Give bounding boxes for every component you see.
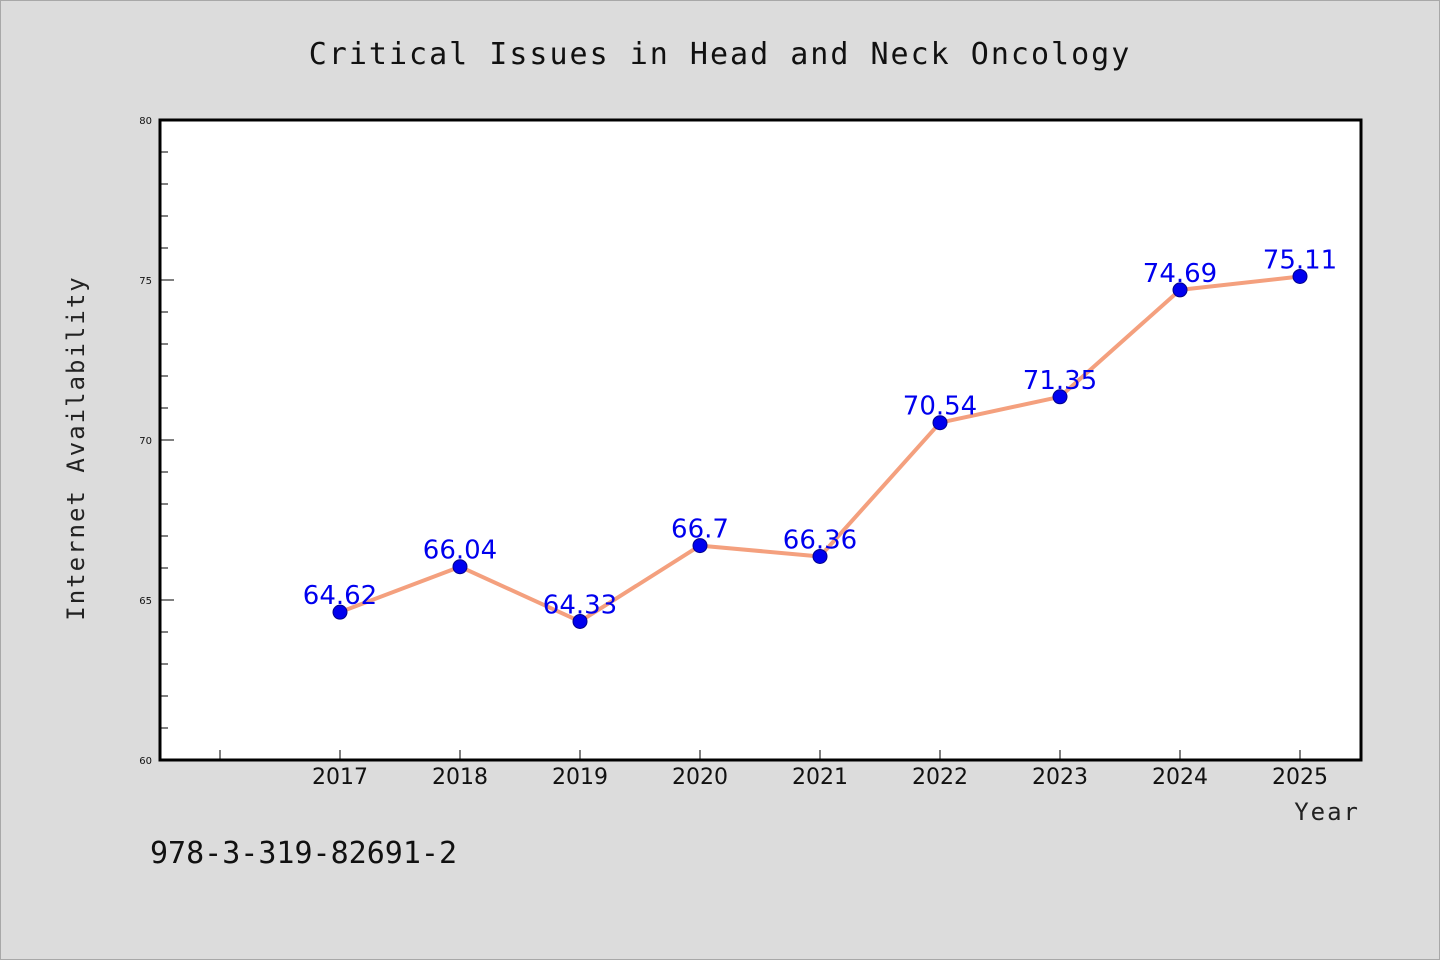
- data-label: 75.11: [1263, 245, 1337, 275]
- data-label: 66.36: [783, 525, 857, 555]
- y-tick-label: 60: [139, 756, 152, 767]
- x-tick-label: 2018: [432, 765, 488, 790]
- x-tick-label: 2020: [672, 765, 728, 790]
- x-axis-label: Year: [1294, 798, 1360, 826]
- y-tick-label: 75: [139, 276, 152, 287]
- data-point: [932, 415, 948, 431]
- x-tick-label: 2024: [1152, 765, 1208, 790]
- x-tick-label: 2019: [552, 765, 608, 790]
- y-tick-label: 80: [139, 116, 152, 127]
- chart-title: Critical Issues in Head and Neck Oncolog…: [309, 37, 1132, 72]
- x-tick-label: 2022: [912, 765, 968, 790]
- plot-area: [160, 120, 1361, 760]
- y-tick-label: 70: [139, 436, 152, 447]
- data-label: 71.35: [1023, 366, 1097, 396]
- data-point: [1172, 282, 1188, 298]
- x-tick-label: 2025: [1272, 765, 1328, 790]
- data-label: 64.62: [303, 581, 377, 611]
- x-tick-label: 2017: [312, 765, 368, 790]
- data-point: [452, 559, 468, 575]
- y-tick-label: 65: [139, 596, 152, 607]
- data-point: [572, 613, 588, 629]
- x-tick-label: 2021: [792, 765, 848, 790]
- data-label: 70.54: [903, 392, 977, 422]
- data-label: 66.04: [423, 536, 497, 566]
- data-markers: [332, 268, 1308, 629]
- data-point: [1292, 268, 1308, 284]
- data-label: 74.69: [1143, 259, 1217, 289]
- data-point: [692, 538, 708, 554]
- data-label: 66.7: [671, 515, 729, 545]
- data-point: [1052, 389, 1068, 405]
- data-point: [812, 548, 828, 564]
- data-point: [332, 604, 348, 620]
- data-label: 64.33: [543, 590, 617, 620]
- plot-border: [158, 118, 1363, 762]
- x-tick-label: 2023: [1032, 765, 1088, 790]
- y-axis-label: Internet Availability: [62, 275, 90, 620]
- data-labels: 64.62 66.04 64.33 66.7 66.36 70.54 71.35 74.69 7…: [303, 245, 1337, 620]
- x-ticks: 2017 2018 2019 2020 2021 2022 2023 2024 2025: [219, 750, 1328, 790]
- isbn-text: 978-3-319-82691-2: [150, 836, 457, 871]
